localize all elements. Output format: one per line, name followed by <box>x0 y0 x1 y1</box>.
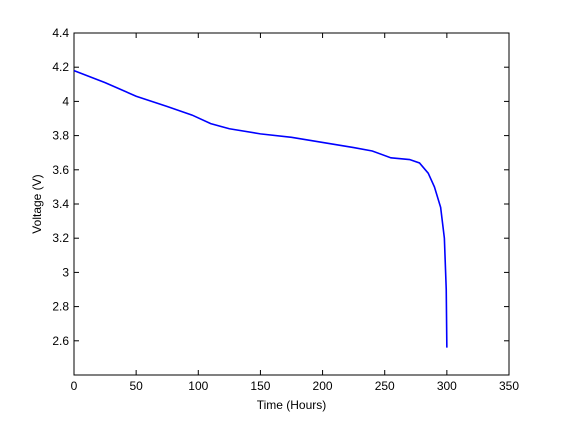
y-tick-label: 2.6 <box>52 334 69 348</box>
y-axis-label: Voltage (V) <box>30 174 44 233</box>
y-tick-label: 3.8 <box>52 129 69 143</box>
x-axis-label: Time (Hours) <box>257 398 327 412</box>
x-tick-label: 200 <box>313 379 333 393</box>
x-tick-label: 100 <box>188 379 208 393</box>
x-tick-label: 0 <box>71 379 78 393</box>
y-tick-label: 4 <box>62 94 69 108</box>
y-tick-label: 3 <box>62 265 69 279</box>
x-tick-label: 150 <box>250 379 270 393</box>
y-tick-label: 3.6 <box>52 163 69 177</box>
x-tick-label: 300 <box>437 379 457 393</box>
x-tick-label: 250 <box>375 379 395 393</box>
x-tick-label: 50 <box>129 379 143 393</box>
data-line <box>73 69 448 348</box>
y-tick-label: 3.2 <box>52 231 69 245</box>
y-tick-label: 3.4 <box>52 197 69 211</box>
y-tick-label: 4.4 <box>52 26 69 40</box>
y-tick-label: 4.2 <box>52 60 69 74</box>
plot-frame <box>73 32 510 376</box>
y-tick-label: 2.8 <box>52 300 69 314</box>
x-tick-label: 350 <box>499 379 519 393</box>
